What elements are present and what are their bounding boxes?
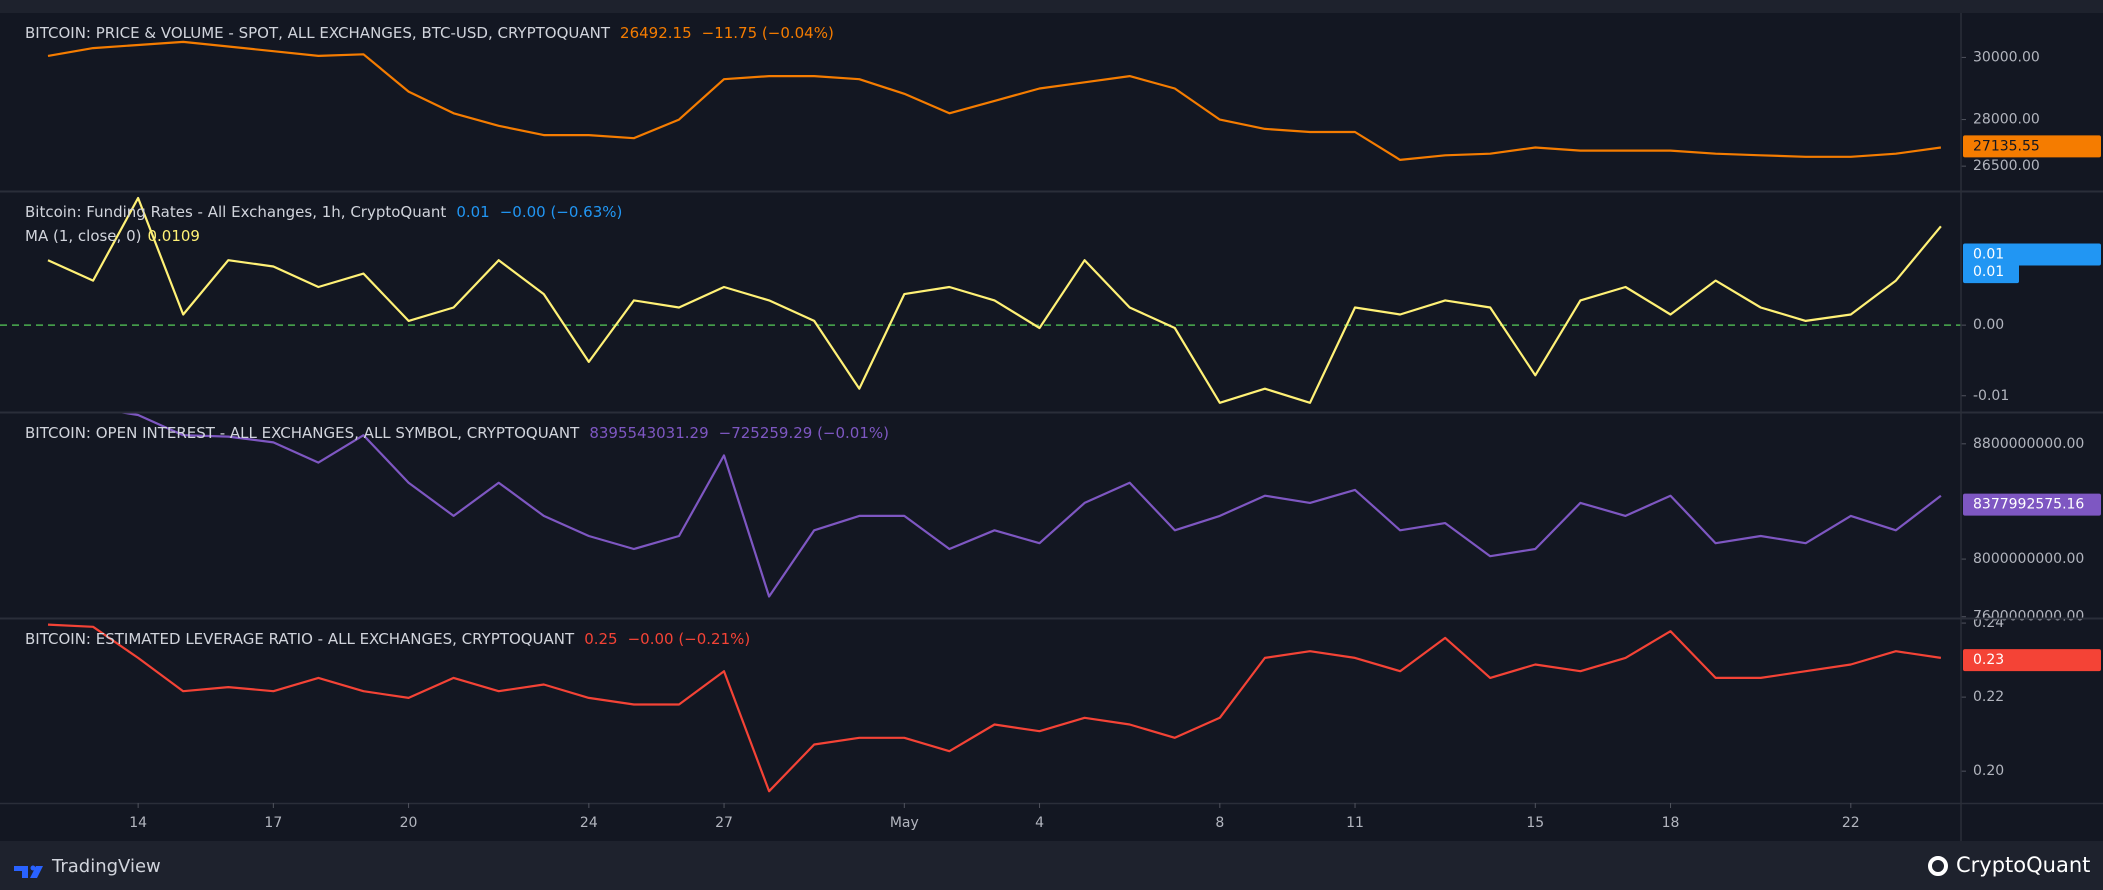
x-tick-label: 14 [129,815,147,831]
pane-title: BITCOIN: ESTIMATED LEVERAGE RATIO - ALL … [25,630,575,648]
legend-change: −0.00 (−0.21%) [628,630,751,648]
tv-icon-dot [30,865,36,871]
last-value-label: 0.01 [1973,247,2004,263]
ma-title: MA (1, close, 0) [25,227,141,245]
cryptoquant-logo: CryptoQuant [1928,853,2090,877]
last-value-tag [1963,493,2101,516]
legend-change: −725259.29 (−0.01%) [719,424,889,442]
legend-last: 26492.15 [620,24,692,42]
chart-area [0,13,2103,841]
x-tick-label: 4 [1035,815,1044,831]
legend-last: 0.25 [584,630,617,648]
pane-legend: Bitcoin: Funding Rates - All Exchanges, … [25,203,622,221]
y-tick-label: -0.01 [1973,388,2009,404]
x-tick-label: 15 [1526,815,1544,831]
pane-legend: BITCOIN: ESTIMATED LEVERAGE RATIO - ALL … [25,630,750,648]
ma-legend: MA (1, close, 0) 0.0109 [25,227,200,245]
series-line [118,413,1942,598]
pane-legend: BITCOIN: PRICE & VOLUME - SPOT, ALL EXCH… [25,24,834,42]
series-line [47,196,1942,404]
tradingview-label: TradingView [51,856,161,877]
x-tick-label: 24 [580,815,598,831]
y-tick-label: 26500.00 [1973,158,2040,174]
tv-icon [14,866,43,878]
x-tick-label: May [890,815,919,831]
x-tick-label: 11 [1346,815,1364,831]
last-value-tag [1963,243,2101,266]
pane-title: BITCOIN: PRICE & VOLUME - SPOT, ALL EXCH… [25,24,611,42]
tradingview-logo: TradingView [14,856,161,878]
y-tick-label: 8800000000.00 [1973,436,2084,452]
x-tick-label: 17 [264,815,282,831]
x-tick-label: 27 [715,815,733,831]
series-line [47,623,1942,793]
x-tick-label: 22 [1842,815,1860,831]
legend-last: 0.01 [456,203,489,221]
y-tick-label: 7600000000.00 [1973,609,2084,625]
y-tick-label: 8000000000.00 [1973,551,2084,567]
x-tick-label: 20 [400,815,418,831]
y-tick-label: 30000.00 [1973,49,2040,65]
ma-value-tag [1963,261,2019,284]
last-value-label: 8377992575.16 [1973,497,2084,513]
y-tick-label: 0.22 [1973,689,2004,705]
cryptoquant-label: CryptoQuant [1956,853,2090,877]
series-line [47,40,1942,161]
legend-last: 8395543031.29 [589,424,708,442]
x-tick-label: 8 [1215,815,1224,831]
ma-value: 0.0109 [147,227,200,245]
y-tick-label: 0.20 [1973,763,2004,779]
pane-title: Bitcoin: Funding Rates - All Exchanges, … [25,203,446,221]
y-tick-label: 28000.00 [1973,112,2040,128]
legend-change: −11.75 (−0.04%) [702,24,834,42]
legend-change: −0.00 (−0.63%) [500,203,623,221]
last-value-label: 27135.55 [1973,138,2040,154]
last-value-label: 0.23 [1973,652,2004,668]
last-value-tag [1963,135,2101,158]
pane-title: BITCOIN: OPEN INTEREST - ALL EXCHANGES, … [25,424,580,442]
y-tick-label: 0.00 [1973,317,2004,333]
pane-legend: BITCOIN: OPEN INTEREST - ALL EXCHANGES, … [25,424,889,442]
y-tick-label: 0.24 [1973,615,2004,631]
ma-value-label: 0.01 [1973,264,2004,280]
cq-icon [1928,856,1948,876]
x-tick-label: 18 [1662,815,1680,831]
last-value-tag [1963,649,2101,672]
